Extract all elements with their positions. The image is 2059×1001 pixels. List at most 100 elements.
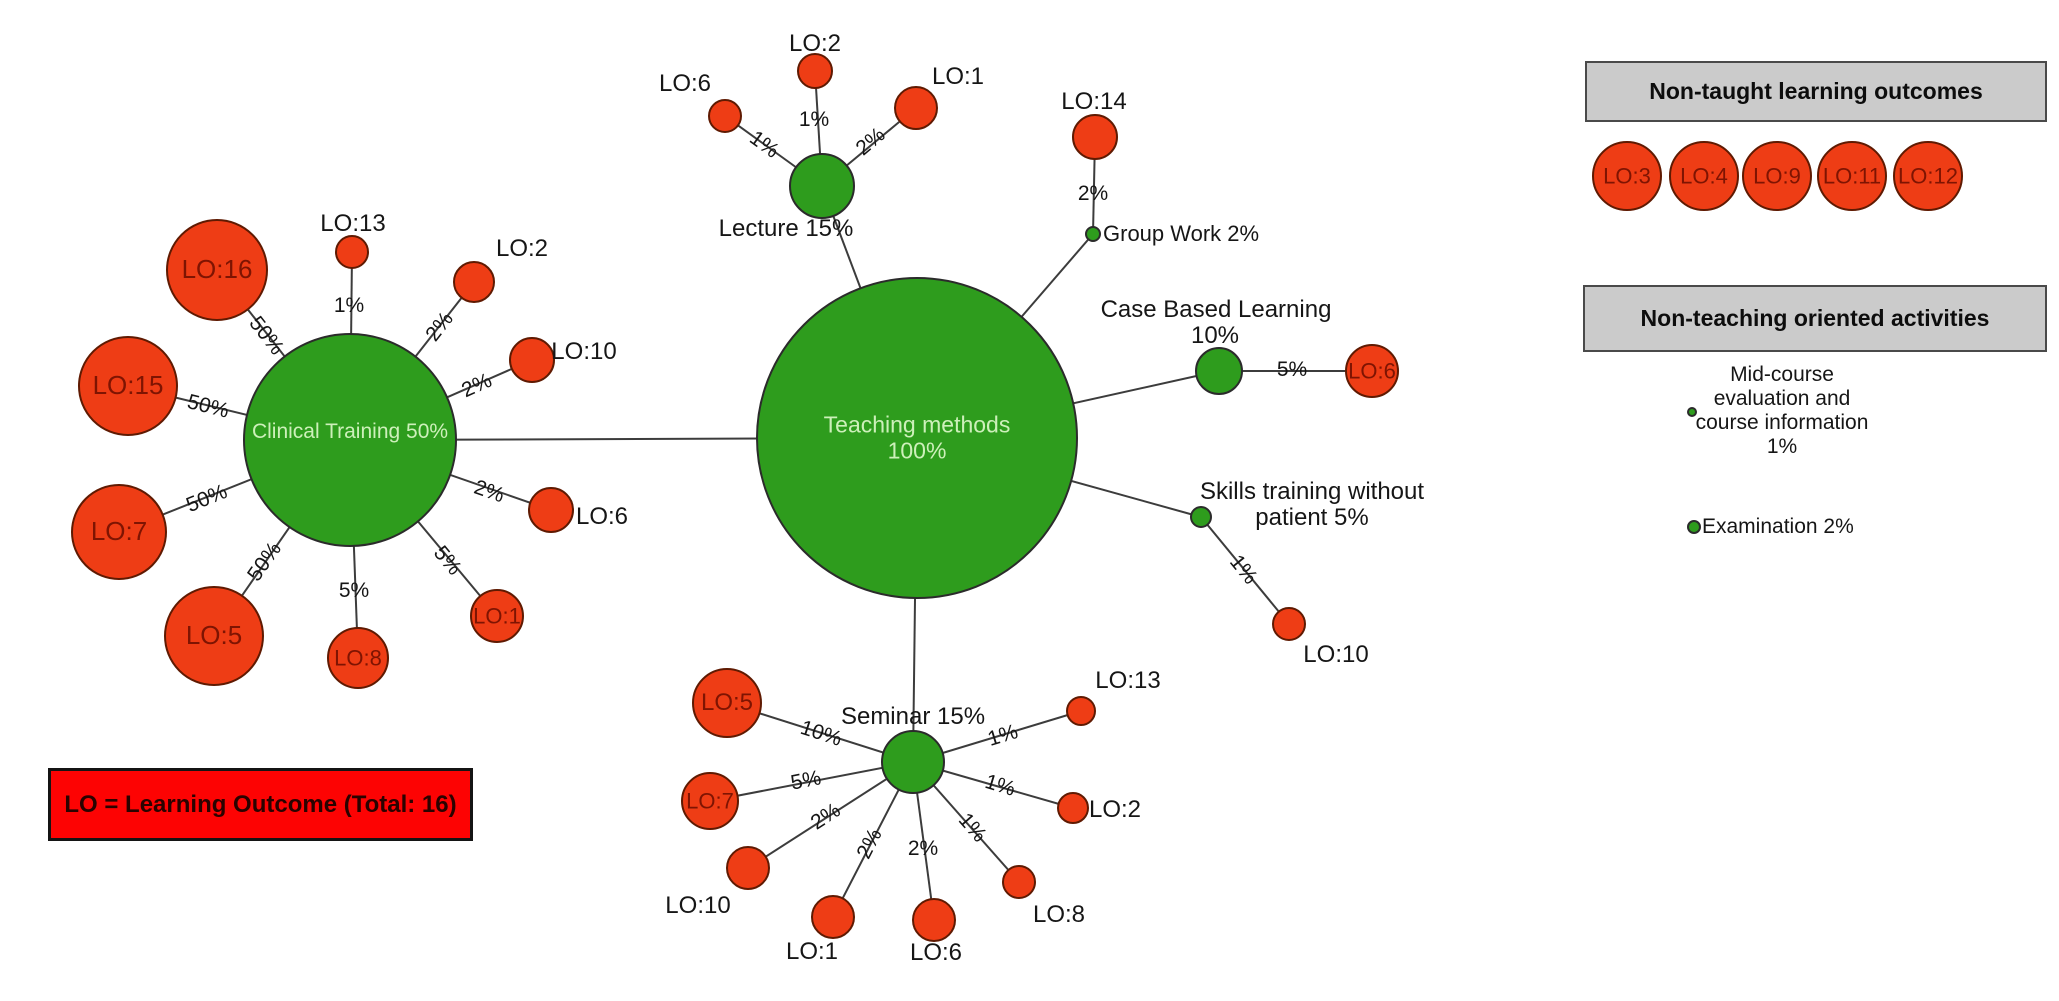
- lo6-casebased-circle: [1345, 344, 1399, 398]
- lo1-clinical-circle: [470, 589, 524, 643]
- lo7-seminar-label: LO:7: [686, 788, 734, 814]
- lo6-seminar-circle: [912, 898, 956, 942]
- lo2-lecture-circle: [797, 53, 833, 89]
- lo7-clinical-circle: [71, 484, 167, 580]
- non-taught-header: Non-taught learning outcomes: [1585, 61, 2047, 122]
- lo7-seminar-circle: [681, 772, 739, 830]
- midcourse-label-line3: course information: [1695, 411, 1869, 434]
- clinical-node-circle: [243, 333, 457, 547]
- lo4-panel-label: LO:4: [1680, 163, 1728, 189]
- lo12-panel-label: LO:12: [1898, 163, 1958, 189]
- lo1-seminar-label: LO:1: [785, 938, 839, 966]
- lo15-clinical-circle: [78, 336, 178, 436]
- midcourse-dot: [1687, 407, 1697, 417]
- non-teaching-header: Non-teaching oriented activities: [1583, 285, 2047, 352]
- lo3-panel-label: LO:3: [1603, 163, 1651, 189]
- central-node-circle: [756, 277, 1078, 599]
- skills-node-label-line2: patient 5%: [1255, 504, 1369, 532]
- lo8-clinical-circle: [327, 627, 389, 689]
- lecture-node-circle: [789, 153, 855, 219]
- lo2-clinical-circle: [453, 261, 495, 303]
- lo10-clinical-label: LO:10: [551, 338, 617, 366]
- casebased-node-circle: [1195, 347, 1243, 395]
- pct-clinical-lo13: 1%: [333, 293, 365, 317]
- edge-skills-lo10: [1200, 516, 1290, 625]
- pct-seminar-lo6: 2%: [907, 836, 939, 860]
- lo6-casebased-label: LO:6: [1348, 358, 1396, 384]
- lo13-seminar-circle: [1066, 696, 1096, 726]
- lo2-seminar-circle: [1057, 792, 1089, 824]
- lecture-node-label: Lecture 15%: [718, 215, 854, 243]
- lo1-seminar-circle: [811, 895, 855, 939]
- lo6-seminar-label: LO:6: [909, 939, 963, 967]
- midcourse-label-line4: 1%: [1766, 435, 1798, 458]
- lo5-seminar-circle: [692, 668, 762, 738]
- clinical-node-label: Clinical Training 50%: [251, 419, 449, 443]
- examination-label: Examination 2%: [1702, 515, 1854, 538]
- examination-dot: [1687, 520, 1701, 534]
- pct-casebased-lo6: 5%: [1276, 357, 1308, 381]
- midcourse-label-line2: evaluation and: [1713, 387, 1851, 410]
- lo10-seminar-circle: [726, 846, 770, 890]
- lo8-seminar-label: LO:8: [1032, 901, 1086, 929]
- lo7-clinical-label: LO:7: [90, 516, 148, 547]
- midcourse-label-line1: Mid-course: [1730, 363, 1834, 386]
- seminar-node-label: Seminar 15%: [840, 703, 986, 731]
- central-node-label-line1: Teaching methods: [823, 411, 1011, 438]
- lo16-clinical-label: LO:16: [181, 254, 253, 285]
- lo8-clinical-label: LO:8: [334, 645, 382, 671]
- lo5-clinical-label: LO:5: [185, 620, 243, 651]
- central-node-label-line2: 100%: [887, 438, 947, 464]
- lo6-clinical-circle: [528, 487, 574, 533]
- lo6-clinical-label: LO:6: [575, 503, 629, 531]
- skills-node-dot: [1190, 506, 1212, 528]
- lo13-clinical-circle: [335, 235, 369, 269]
- lo2-lecture-label: LO:2: [788, 30, 842, 58]
- casebased-node-label-line2: 10%: [1190, 322, 1240, 350]
- lo11-panel-circle: [1817, 141, 1887, 211]
- lo10-skills-circle: [1272, 607, 1306, 641]
- lo9-panel-circle: [1742, 141, 1812, 211]
- lo9-panel-label: LO:9: [1753, 163, 1801, 189]
- lo1-clinical-label: LO:1: [473, 603, 521, 629]
- groupwork-node-dot: [1085, 226, 1101, 242]
- lo13-clinical-label: LO:13: [320, 210, 386, 238]
- seminar-node-circle: [881, 730, 945, 794]
- casebased-node-label-line1: Case Based Learning: [1100, 296, 1332, 324]
- lo14-groupwork-circle: [1072, 114, 1118, 160]
- lo1-lecture-label: LO:1: [931, 63, 985, 91]
- midcourse-label: Mid-course evaluation and course informa…: [1696, 363, 1869, 459]
- lo1-lecture-circle: [894, 86, 938, 130]
- lo10-seminar-label: LO:10: [665, 892, 731, 920]
- central-node-label: Teaching methods 100%: [824, 412, 1011, 465]
- pct-groupwork-lo14: 2%: [1077, 181, 1109, 205]
- lo2-seminar-label: LO:2: [1088, 796, 1142, 824]
- lo13-seminar-label: LO:13: [1095, 667, 1161, 695]
- lo6-lecture-circle: [708, 99, 742, 133]
- lo3-panel-circle: [1592, 141, 1662, 211]
- lo14-groupwork-label: LO:14: [1061, 88, 1127, 116]
- lo10-clinical-circle: [509, 337, 555, 383]
- lo10-skills-label: LO:10: [1303, 641, 1369, 669]
- edge-seminar-lo7: [709, 761, 914, 802]
- legend-box: LO = Learning Outcome (Total: 16): [48, 768, 473, 841]
- groupwork-node-label: Group Work 2%: [1103, 221, 1260, 246]
- lo8-seminar-circle: [1002, 865, 1036, 899]
- lo4-panel-circle: [1669, 141, 1739, 211]
- lo11-panel-label: LO:11: [1822, 163, 1882, 189]
- edge-seminar-lo10: [747, 761, 914, 869]
- lo6-lecture-label: LO:6: [658, 70, 712, 98]
- pct-clinical-lo8: 5%: [338, 578, 370, 602]
- lo2-clinical-label: LO:2: [495, 235, 549, 263]
- lo5-seminar-label: LO:5: [700, 689, 754, 717]
- skills-node-label-line1: Skills training without: [1199, 478, 1425, 506]
- outcome-nodes-group: [71, 53, 1963, 942]
- lo16-clinical-circle: [166, 219, 268, 321]
- pct-lecture-lo2: 1%: [798, 107, 830, 131]
- method-nodes-group: [243, 153, 1701, 794]
- lo5-clinical-circle: [164, 586, 264, 686]
- lo15-clinical-label: LO:15: [92, 370, 164, 401]
- lo12-panel-circle: [1893, 141, 1963, 211]
